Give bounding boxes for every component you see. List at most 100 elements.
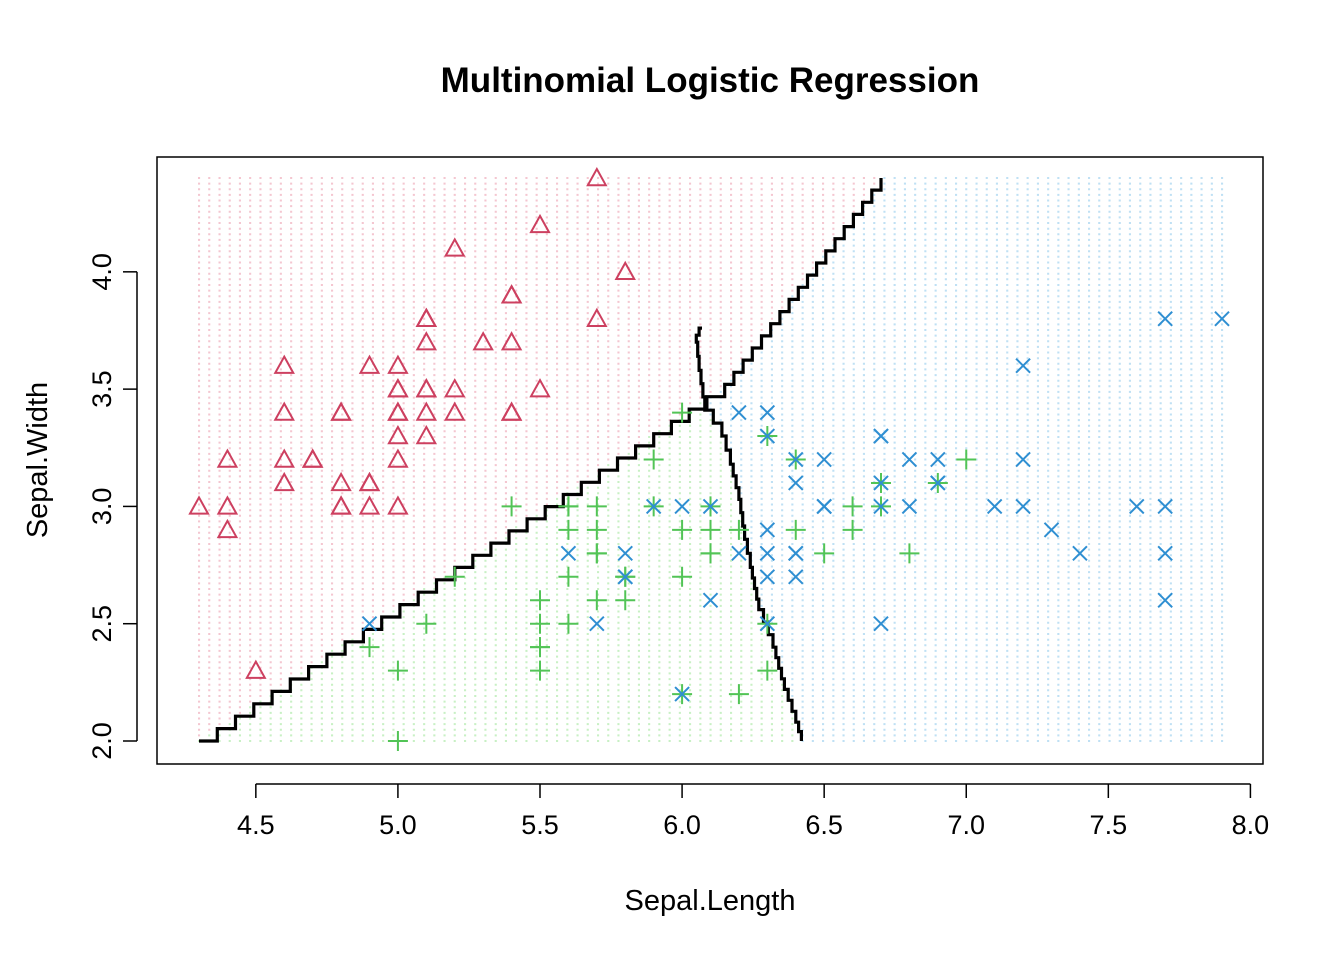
data-point-triangle	[415, 378, 438, 398]
x-tick-label: 4.5	[237, 810, 275, 840]
data-point-plus	[387, 660, 408, 681]
data-point-cross	[617, 545, 633, 562]
data-point-cross	[759, 428, 776, 444]
x-axis-title: Sepal.Length	[625, 885, 796, 917]
data-point-plus	[899, 543, 920, 564]
data-point-triangle	[529, 378, 551, 398]
y-tick-label: 2.0	[87, 722, 117, 760]
data-point-triangle	[415, 424, 438, 445]
data-point-plus	[842, 496, 863, 517]
data-point-cross	[1015, 357, 1031, 374]
data-point-triangle	[273, 354, 295, 374]
data-point-triangle	[586, 166, 608, 187]
data-point-cross	[816, 451, 832, 468]
data-point-plus	[530, 660, 550, 681]
data-point-plus	[558, 519, 579, 540]
data-point-plus	[672, 402, 693, 423]
data-point-triangle	[415, 378, 438, 398]
data-point-cross	[1015, 451, 1031, 468]
data-point-triangle	[387, 424, 409, 445]
data-point-triangle	[216, 448, 239, 468]
data-point-cross	[788, 475, 804, 491]
data-point-plus	[501, 496, 522, 517]
data-point-plus	[586, 519, 607, 540]
axes: 4.5 5.0 5.5 6.0 6.5 7.0 7.5 8.0 2.0 2.5 3.0 3.5 4.0	[87, 253, 1269, 840]
data-point-cross	[873, 428, 889, 444]
data-point-triangle	[387, 401, 409, 421]
data-point-triangle	[415, 307, 438, 327]
data-point-plus	[416, 613, 437, 634]
data-point-cross	[1157, 498, 1173, 515]
data-point-plus	[728, 519, 749, 540]
data-point-cross	[759, 615, 776, 632]
data-point-triangle	[472, 331, 494, 351]
data-point-cross	[759, 522, 776, 538]
data-point-plus	[615, 590, 636, 611]
grid-dots-class-3	[709, 177, 1224, 742]
data-point-cross	[1043, 522, 1060, 538]
data-point-triangle	[387, 495, 409, 515]
data-point-triangle	[387, 378, 409, 398]
data-point-triangle	[301, 448, 324, 468]
data-point-triangle	[444, 237, 466, 257]
y-tick-label: 4.0	[87, 253, 117, 291]
data-point-plus	[814, 543, 835, 564]
data-point-triangle	[500, 401, 523, 421]
decision-boundaries	[199, 178, 883, 743]
data-point-plus	[444, 566, 465, 587]
data-point-plus	[757, 660, 778, 681]
plot-frame	[156, 156, 1264, 765]
data-point-triangle	[387, 378, 409, 398]
y-axis-title: Sepal.Width	[22, 382, 54, 538]
data-point-cross	[645, 498, 662, 515]
data-point-triangle	[273, 471, 295, 492]
data-point-plus	[530, 613, 550, 634]
data-point-cross	[731, 404, 747, 421]
x-tick-label: 7.5	[1090, 810, 1128, 840]
data-point-triangle	[330, 495, 352, 515]
data-point-cross	[361, 615, 378, 632]
data-point-triangle	[301, 448, 324, 468]
data-point-plus	[558, 496, 579, 517]
data-point-plus	[586, 496, 607, 517]
data-point-triangle	[444, 401, 466, 421]
data-point-cross	[986, 498, 1003, 515]
data-point-cross	[759, 545, 776, 562]
data-point-triangle	[415, 307, 438, 327]
data-point-cross	[1157, 592, 1173, 608]
data-point-triangle	[273, 401, 295, 421]
data-point-cross	[930, 451, 946, 468]
data-point-cross	[1015, 498, 1031, 515]
grid-dots-class-1	[198, 177, 876, 737]
data-point-cross	[901, 451, 918, 468]
data-point-plus	[359, 637, 380, 658]
data-point-plus	[387, 731, 408, 751]
x-tick-label: 5.5	[521, 810, 559, 840]
data-point-plus	[530, 637, 550, 658]
data-point-triangle	[358, 471, 381, 492]
y-tick-label: 3.0	[87, 488, 117, 526]
data-point-cross	[1072, 545, 1088, 562]
data-point-plus	[956, 449, 977, 470]
data-point-cross	[816, 498, 832, 515]
data-point-plus	[643, 449, 664, 470]
data-point-cross	[1214, 311, 1230, 327]
data-point-triangle	[330, 471, 352, 492]
data-point-triangle	[444, 378, 466, 398]
data-point-triangle	[330, 495, 352, 515]
data-point-triangle	[245, 659, 267, 679]
data-point-plus	[728, 684, 749, 705]
data-point-cross	[1157, 311, 1173, 327]
y-tick-label: 3.5	[87, 370, 117, 408]
data-point-triangle	[614, 260, 636, 281]
data-point-cross	[873, 498, 889, 515]
data-point-triangle	[500, 284, 523, 304]
data-point-plus	[558, 613, 579, 634]
data-point-cross	[560, 545, 577, 562]
data-point-triangle	[358, 354, 381, 374]
data-point-cross	[930, 475, 946, 491]
data-point-plus	[842, 519, 863, 540]
data-point-cross	[759, 404, 776, 421]
data-point-triangle	[500, 401, 523, 421]
